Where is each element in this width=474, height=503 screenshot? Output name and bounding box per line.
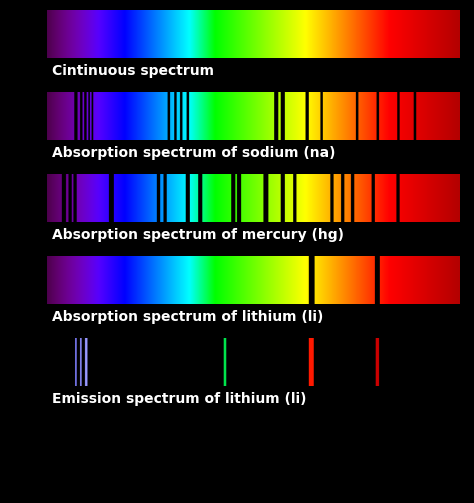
Text: Cintinuous spectrum: Cintinuous spectrum	[52, 64, 213, 78]
Text: Emission spectrum of lithium (li): Emission spectrum of lithium (li)	[52, 392, 306, 406]
Text: Absorption spectrum of sodium (na): Absorption spectrum of sodium (na)	[52, 146, 335, 160]
Text: Absorption spectrum of mercury (hg): Absorption spectrum of mercury (hg)	[52, 228, 344, 242]
Text: Absorption spectrum of lithium (li): Absorption spectrum of lithium (li)	[52, 310, 323, 324]
